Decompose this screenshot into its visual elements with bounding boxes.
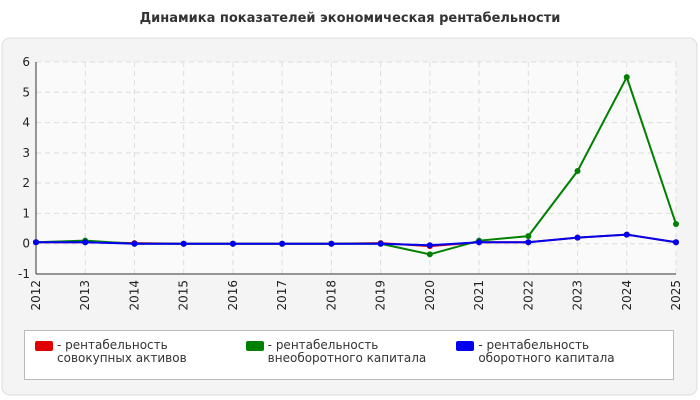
legend-item: - рентабельность внеоборотного капитала [245,338,457,379]
point [673,221,679,228]
y-tick-label: 4 [22,116,30,130]
point [33,239,39,246]
point [180,240,187,247]
x-tick-label: 2015 [177,280,191,311]
point [476,239,483,246]
legend: - рентабельность совокупных активов - рен… [24,330,674,380]
legend-label: - рентабельность совокупных активов [57,338,187,365]
legend-item: - рентабельность совокупных активов [35,339,246,379]
y-tick-label: -1 [18,267,30,281]
y-tick-label: 1 [22,206,30,220]
point [377,240,384,247]
point [673,239,679,246]
point [525,239,532,246]
point [131,240,138,247]
y-tick-label: 2 [22,176,30,190]
legend-item: - рентабельность оборотного капитала [456,339,667,379]
point [623,231,630,238]
x-tick-label: 2020 [423,280,437,311]
point [426,242,433,249]
legend-label: - рентабельность внеоборотного капитала [267,338,427,365]
point [328,240,335,247]
series-line [36,233,677,247]
x-tick-label: 2016 [226,280,240,311]
x-tick-label: 2022 [521,280,535,311]
legend-label: - рентабельность оборотного капитала [478,338,615,365]
x-tick-label: 2023 [571,280,585,311]
point [426,251,433,258]
x-tick-label: 2013 [78,280,92,311]
y-tick-label: 0 [22,237,30,251]
point [229,240,236,247]
x-tick-label: 2024 [620,280,634,311]
x-tick-label: 2019 [374,280,388,311]
y-tick-label: 5 [22,85,30,99]
point [82,239,89,246]
legend-swatch [456,341,475,351]
chart-title: Динамика показателей экономическая рента… [140,11,561,26]
x-tick-label: 2021 [472,280,486,311]
point [574,168,581,175]
x-tick-label: 2025 [669,280,683,311]
x-tick-label: 2012 [29,280,43,311]
point [279,240,286,247]
y-tick-label: 3 [22,146,30,160]
x-tick-label: 2014 [127,280,141,311]
x-tick-label: 2018 [324,280,338,311]
y-tick-label: 6 [22,55,30,69]
point [574,234,581,241]
legend-swatch [35,341,53,351]
point [623,74,630,81]
point [525,233,532,240]
legend-swatch [245,341,264,351]
x-tick-label: 2017 [275,280,289,311]
